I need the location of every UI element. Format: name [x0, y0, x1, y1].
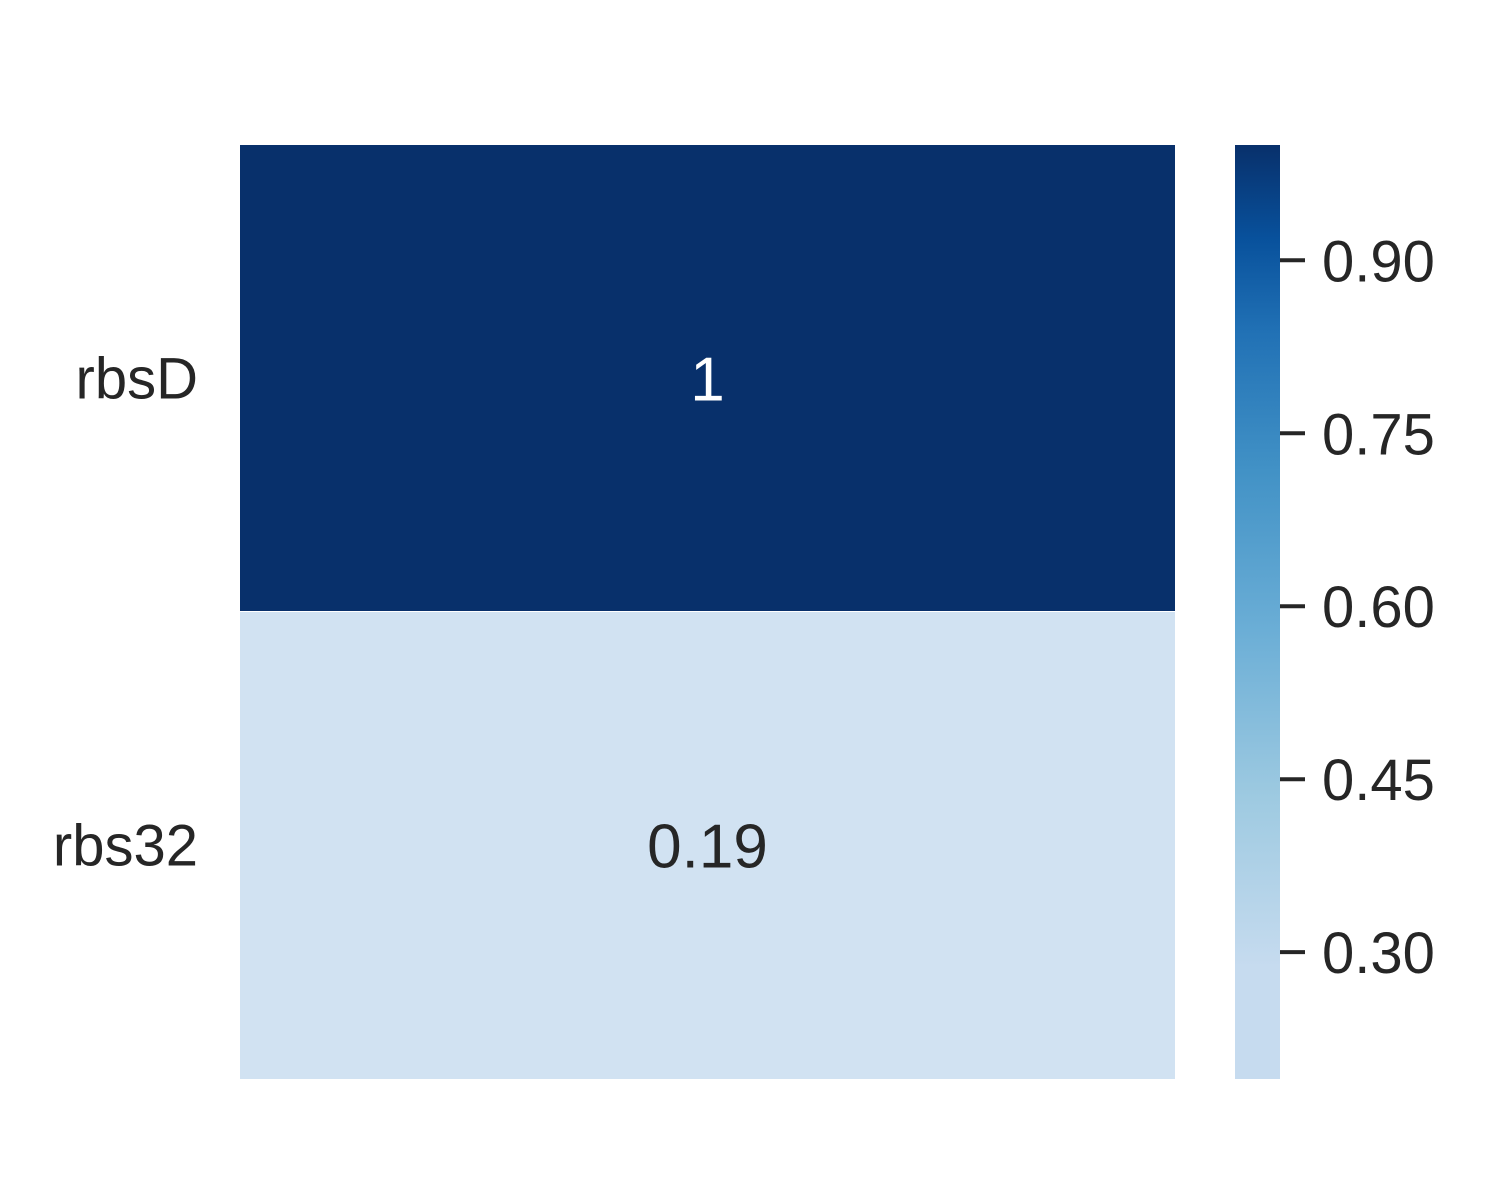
cell-annotation-rbsD: 1	[690, 346, 724, 415]
colorbar-tick-label: 0.30	[1322, 921, 1435, 986]
colorbar-gradient	[1235, 145, 1280, 1079]
colorbar: 0.30 0.45 0.60 0.75 0.90	[1235, 145, 1435, 1079]
colorbar-tick-label: 0.90	[1322, 229, 1435, 294]
heatmap-cell-rbs32	[240, 612, 1175, 1079]
row-label-rbs32: rbs32	[53, 814, 198, 879]
row-labels: rbsD rbs32	[53, 347, 198, 879]
heatmap-cell-rbsD	[240, 145, 1175, 611]
row-label-rbsD: rbsD	[76, 347, 198, 412]
colorbar-tick-label: 0.45	[1322, 748, 1435, 813]
heatmap-cells: 10.19	[240, 145, 1175, 1079]
colorbar-tick-label: 0.75	[1322, 402, 1435, 467]
colorbar-tick-label: 0.60	[1322, 575, 1435, 640]
cell-annotation-rbs32: 0.19	[647, 813, 768, 882]
